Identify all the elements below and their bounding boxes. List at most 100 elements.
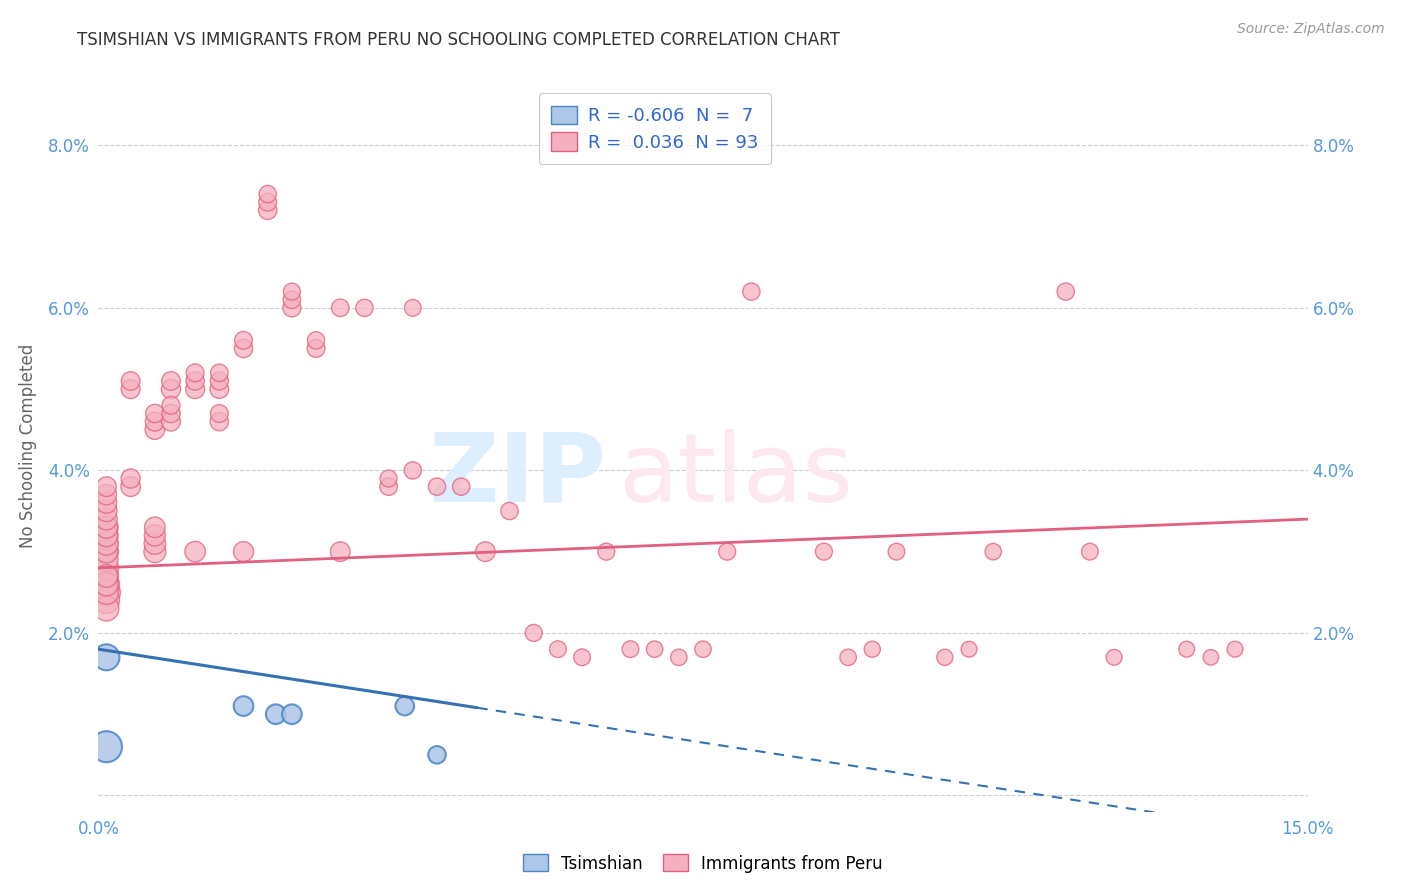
- Point: [184, 382, 207, 396]
- Point: [160, 415, 183, 429]
- Point: [281, 293, 304, 307]
- Point: [120, 382, 142, 396]
- Point: [96, 512, 118, 526]
- Point: [96, 650, 118, 665]
- Point: [256, 203, 278, 218]
- Point: [232, 544, 254, 558]
- Point: [143, 423, 166, 437]
- Point: [450, 480, 472, 494]
- Point: [96, 528, 118, 542]
- Point: [353, 301, 375, 315]
- Legend: Tsimshian, Immigrants from Peru: Tsimshian, Immigrants from Peru: [516, 847, 890, 880]
- Point: [837, 650, 859, 665]
- Point: [208, 382, 231, 396]
- Point: [264, 707, 287, 722]
- Text: TSIMSHIAN VS IMMIGRANTS FROM PERU NO SCHOOLING COMPLETED CORRELATION CHART: TSIMSHIAN VS IMMIGRANTS FROM PERU NO SCH…: [77, 31, 841, 49]
- Point: [644, 642, 666, 657]
- Point: [184, 374, 207, 388]
- Point: [981, 544, 1004, 558]
- Y-axis label: No Schooling Completed: No Schooling Completed: [18, 344, 37, 548]
- Text: Source: ZipAtlas.com: Source: ZipAtlas.com: [1237, 22, 1385, 37]
- Point: [426, 747, 449, 762]
- Point: [96, 593, 118, 607]
- Point: [1223, 642, 1246, 657]
- Point: [426, 480, 449, 494]
- Point: [208, 407, 231, 421]
- Point: [96, 536, 118, 550]
- Point: [96, 544, 118, 558]
- Point: [160, 398, 183, 412]
- Point: [160, 407, 183, 421]
- Point: [96, 577, 118, 591]
- Point: [1175, 642, 1198, 657]
- Point: [96, 553, 118, 567]
- Point: [256, 195, 278, 210]
- Point: [256, 187, 278, 202]
- Point: [96, 544, 118, 558]
- Point: [619, 642, 641, 657]
- Point: [523, 626, 546, 640]
- Point: [232, 699, 254, 714]
- Point: [474, 544, 496, 558]
- Point: [595, 544, 617, 558]
- Point: [329, 544, 352, 558]
- Point: [232, 342, 254, 356]
- Point: [329, 301, 352, 315]
- Point: [96, 520, 118, 534]
- Text: ZIP: ZIP: [429, 429, 606, 522]
- Point: [96, 569, 118, 583]
- Point: [120, 480, 142, 494]
- Point: [716, 544, 738, 558]
- Point: [498, 504, 520, 518]
- Point: [96, 496, 118, 510]
- Point: [96, 536, 118, 550]
- Point: [143, 415, 166, 429]
- Point: [143, 407, 166, 421]
- Point: [96, 569, 118, 583]
- Point: [1199, 650, 1222, 665]
- Point: [281, 301, 304, 315]
- Point: [120, 471, 142, 485]
- Point: [96, 480, 118, 494]
- Text: atlas: atlas: [619, 429, 853, 522]
- Point: [143, 528, 166, 542]
- Point: [305, 342, 328, 356]
- Point: [305, 334, 328, 348]
- Point: [402, 301, 425, 315]
- Point: [96, 488, 118, 502]
- Point: [96, 577, 118, 591]
- Point: [96, 504, 118, 518]
- Point: [96, 561, 118, 575]
- Point: [692, 642, 714, 657]
- Point: [208, 374, 231, 388]
- Legend: R = -0.606  N =  7, R =  0.036  N = 93: R = -0.606 N = 7, R = 0.036 N = 93: [538, 93, 770, 164]
- Point: [96, 585, 118, 599]
- Point: [143, 520, 166, 534]
- Point: [120, 374, 142, 388]
- Point: [402, 463, 425, 477]
- Point: [813, 544, 835, 558]
- Point: [184, 366, 207, 380]
- Point: [547, 642, 569, 657]
- Point: [96, 585, 118, 599]
- Point: [143, 544, 166, 558]
- Point: [208, 366, 231, 380]
- Point: [281, 285, 304, 299]
- Point: [160, 382, 183, 396]
- Point: [1054, 285, 1077, 299]
- Point: [184, 544, 207, 558]
- Point: [934, 650, 956, 665]
- Point: [96, 739, 118, 754]
- Point: [160, 374, 183, 388]
- Point: [668, 650, 690, 665]
- Point: [281, 707, 304, 722]
- Point: [1078, 544, 1101, 558]
- Point: [96, 520, 118, 534]
- Point: [860, 642, 883, 657]
- Point: [377, 480, 399, 494]
- Point: [232, 334, 254, 348]
- Point: [208, 415, 231, 429]
- Point: [740, 285, 762, 299]
- Point: [143, 536, 166, 550]
- Point: [957, 642, 980, 657]
